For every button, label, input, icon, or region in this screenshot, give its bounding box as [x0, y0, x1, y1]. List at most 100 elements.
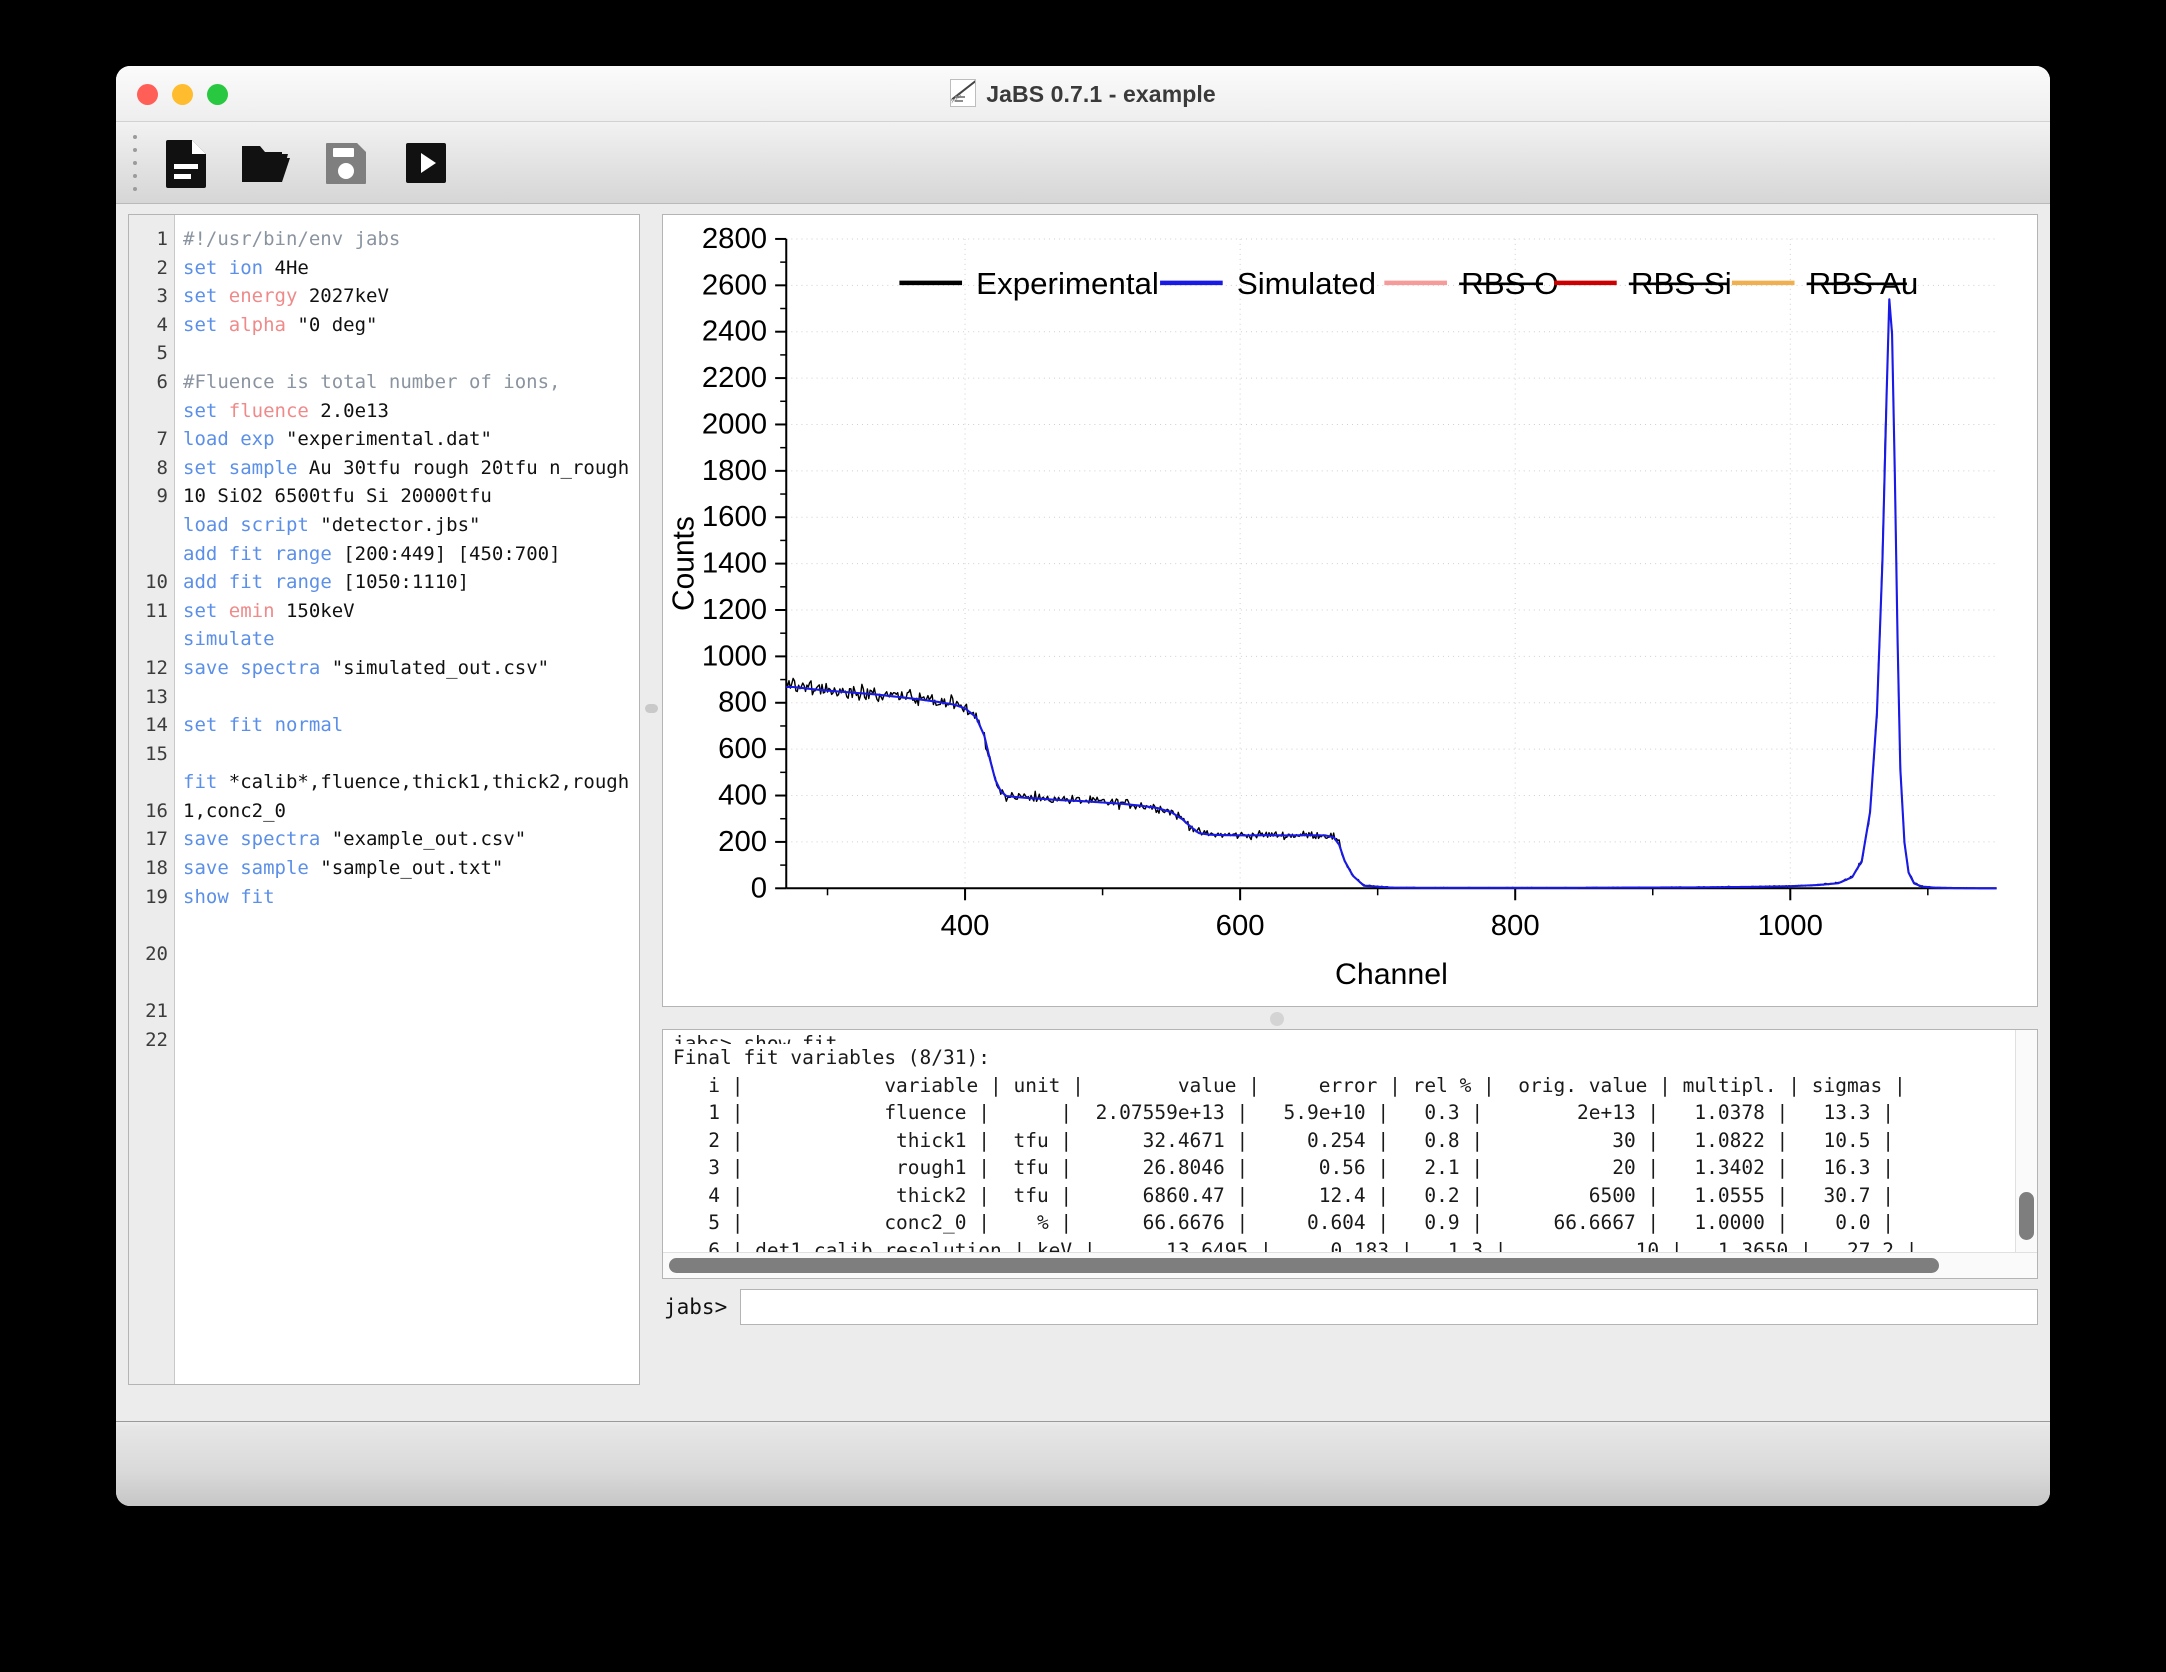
chart-y-tick-label: 2800 — [702, 223, 767, 255]
chart-legend-item[interactable]: RBS O — [1384, 266, 1559, 301]
editor-line: simulate — [183, 628, 275, 651]
chart-y-tick-label: 2400 — [702, 316, 767, 348]
terminal-horizontal-scrollbar[interactable] — [663, 1252, 2037, 1278]
editor-line-number: 16 — [145, 799, 168, 822]
main-body: 1 2 3 4 5 6 7 8 9 10 11 12 13 14 15 16 17 18 19 20 21 22 #!/u… — [116, 204, 2050, 1421]
chart-x-tick-label: 1000 — [1758, 910, 1823, 942]
close-window-button[interactable] — [137, 84, 158, 105]
chart-y-tick-label: 200 — [718, 826, 767, 858]
command-input[interactable] — [740, 1289, 2038, 1325]
chart-legend-item[interactable]: Experimental — [899, 266, 1159, 301]
horizontal-splitter[interactable] — [662, 1007, 2038, 1029]
terminal-table-row: 1 | fluence | | 2.07559e+13 | 5.9e+10 | … — [673, 1101, 1894, 1124]
toolbar-drag-handle[interactable] — [124, 129, 146, 197]
editor-line: set sample Au 30tfu rough 20tfu n_rough … — [183, 456, 630, 508]
script-editor-pane[interactable]: 1 2 3 4 5 6 7 8 9 10 11 12 13 14 15 16 17 18 19 20 21 22 #!/u… — [128, 214, 640, 1385]
editor-line: #!/usr/bin/env jabs — [183, 228, 401, 250]
chart-y-tick-label: 0 — [751, 872, 767, 904]
editor-line-number: 5 — [156, 342, 168, 365]
editor-line-number: 13 — [145, 685, 168, 708]
editor-line-number: 3 — [156, 285, 168, 308]
terminal-vertical-scrollbar-thumb[interactable] — [2019, 1192, 2034, 1240]
terminal-table-row: 5 | conc2_0 | % | 66.6676 | 0.604 | 0.9 … — [673, 1211, 1894, 1234]
document-icon — [164, 138, 208, 188]
spectrum-chart-pane[interactable]: 0 200 400 600 800 1000 1200 1400 1600 1800 2000 220… — [662, 214, 2038, 1007]
jabs-app-icon: JaBS — [950, 79, 977, 107]
minimize-window-button[interactable] — [172, 84, 193, 105]
chart-series-experimental — [785, 298, 1997, 889]
horizontal-splitter-grip[interactable] — [1270, 1012, 1284, 1026]
new-file-button[interactable] — [146, 128, 226, 198]
terminal-clipped-line: jabs> show fit — [673, 1032, 838, 1044]
chart-y-tick-label: 800 — [718, 687, 767, 719]
editor-line: load exp "experimental.dat" — [183, 428, 492, 451]
run-button[interactable] — [386, 128, 466, 198]
editor-line — [183, 740, 635, 769]
editor-line: set fluence 2.0e13 — [183, 399, 389, 422]
title-bar: JaBS JaBS 0.7.1 - example — [116, 66, 2050, 122]
prompt-label: jabs> — [664, 1295, 728, 1319]
editor-line: set alpha "0 deg" — [183, 313, 378, 336]
editor-line-number: 9 — [156, 485, 168, 508]
status-bar — [116, 1421, 2050, 1506]
editor-line: set energy 2027keV — [183, 285, 389, 308]
editor-line — [183, 683, 635, 712]
editor-line-number: 22 — [145, 1028, 168, 1051]
legend-label-experimental: Experimental — [976, 266, 1159, 301]
editor-code-area[interactable]: #!/usr/bin/env jabs set ion 4He set energy… — [175, 215, 639, 1384]
chart-x-axis-label: Channel — [1335, 958, 1448, 991]
open-file-button[interactable] — [226, 128, 306, 198]
chart-y-tick-label: 400 — [718, 780, 767, 812]
chart-x-tick-label: 800 — [1491, 910, 1540, 942]
terminal-output-text: jabs> show fit Final fit variables (8/31)… — [663, 1030, 2015, 1252]
editor-line: set emin 150keV — [183, 599, 355, 622]
chart-y-tick-label: 1600 — [702, 501, 767, 533]
command-prompt-row: jabs> — [662, 1289, 2038, 1325]
terminal-heading: Final fit variables (8/31): — [673, 1046, 990, 1069]
editor-line — [183, 339, 635, 368]
editor-line: save spectra "simulated_out.csv" — [183, 656, 550, 679]
terminal-vertical-scrollbar[interactable] — [2015, 1030, 2037, 1252]
editor-line-number: 20 — [145, 942, 168, 965]
editor-line-number: 21 — [145, 1000, 168, 1023]
terminal-table-header: i | variable | unit | value | error | re… — [673, 1073, 1906, 1097]
terminal-output-pane[interactable]: jabs> show fit Final fit variables (8/31)… — [662, 1029, 2038, 1279]
right-column: 0 200 400 600 800 1000 1200 1400 1600 1800 2000 220… — [662, 214, 2038, 1421]
editor-line-number: 19 — [145, 885, 168, 908]
editor-line-number: 8 — [156, 456, 168, 479]
terminal-table-row: 2 | thick1 | tfu | 32.4671 | 0.254 | 0.8… — [673, 1128, 1894, 1152]
editor-line-number: 10 — [145, 571, 168, 594]
editor-line-number: 14 — [145, 714, 168, 737]
terminal-table-row: 4 | thick2 | tfu | 6860.47 | 12.4 | 0.2 … — [673, 1183, 1894, 1207]
chart-legend-item[interactable]: RBS Au — [1731, 266, 1918, 301]
editor-line-number: 2 — [156, 256, 168, 279]
editor-line: set ion 4He — [183, 256, 309, 279]
editor-line-number: 4 — [156, 313, 168, 336]
chart-y-tick-label: 2200 — [702, 362, 767, 394]
window-title-group: JaBS JaBS 0.7.1 - example — [116, 66, 2050, 122]
chart-y-tick-label: 1200 — [702, 594, 767, 626]
terminal-horizontal-scrollbar-thumb[interactable] — [669, 1258, 1939, 1273]
chart-legend-item[interactable]: RBS Si — [1554, 266, 1732, 301]
chart-y-tick-label: 2600 — [702, 269, 767, 301]
legend-label-simulated: Simulated — [1237, 266, 1376, 301]
chart-y-tick-label: 1000 — [702, 641, 767, 673]
folder-open-icon — [240, 140, 292, 186]
chart-y-tick-label: 600 — [718, 733, 767, 765]
editor-line: add fit range [1050:1110] — [183, 571, 470, 594]
editor-line-number: 12 — [145, 656, 168, 679]
save-file-button[interactable] — [306, 128, 386, 198]
spectrum-chart[interactable]: 0 200 400 600 800 1000 1200 1400 1600 1800 2000 220… — [663, 215, 2037, 1006]
maximize-window-button[interactable] — [207, 84, 228, 105]
vertical-splitter-grip[interactable] — [645, 704, 658, 713]
chart-y-tick-label: 1400 — [702, 548, 767, 580]
editor-line: load script "detector.jbs" — [183, 513, 481, 536]
vertical-splitter[interactable] — [640, 214, 662, 1421]
editor-line: fit *calib*,fluence,thick1,thick2,rough1… — [183, 771, 630, 822]
chart-legend-item[interactable]: Simulated — [1160, 266, 1376, 301]
editor-line-number: 1 — [156, 228, 168, 250]
editor-line: save sample "sample_out.txt" — [183, 857, 504, 880]
editor-line: #Fluence is total number of ions, — [183, 370, 561, 393]
floppy-disk-icon — [323, 140, 369, 186]
editor-line: set fit normal — [183, 714, 344, 737]
